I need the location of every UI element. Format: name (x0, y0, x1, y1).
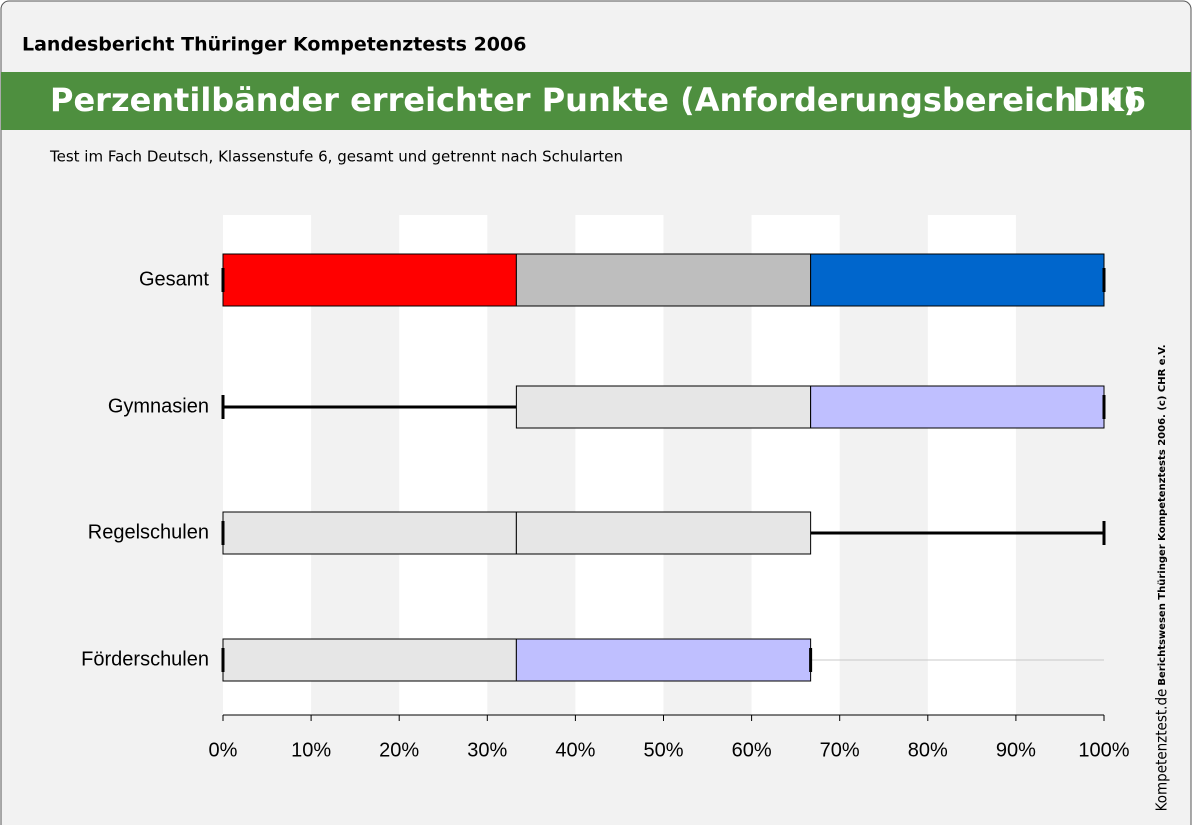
x-tick-label: 40% (555, 739, 595, 761)
band-segment (222, 511, 517, 555)
band-segment (810, 253, 1105, 307)
x-tick-label: 90% (996, 739, 1036, 761)
title-band (1, 72, 1191, 130)
band-segment (515, 511, 812, 555)
x-tick-label: 80% (908, 739, 948, 761)
band-segment (222, 638, 517, 682)
chart-title: Perzentilbänder erreichter Punkte (Anfor… (50, 81, 1138, 119)
subtitle: Test im Fach Deutsch, Klassenstufe 6, ge… (49, 148, 623, 166)
header: Landesbericht Thüringer Kompetenztests 2… (22, 34, 526, 56)
band-segment (810, 385, 1105, 429)
y-tick-label: Gymnasien (108, 395, 209, 417)
x-tick-label: 0% (209, 739, 238, 761)
x-tick-label: 50% (643, 739, 683, 761)
y-tick-label: Regelschulen (88, 521, 209, 543)
band-segment (515, 253, 812, 307)
x-tick-label: 10% (291, 739, 331, 761)
x-tick-label: 30% (467, 739, 507, 761)
x-tick-label: 20% (379, 739, 419, 761)
y-tick-label: Gesamt (139, 268, 209, 290)
logo: Kompetenztest.de (1153, 689, 1171, 812)
band-segment (515, 638, 812, 682)
band-segment (222, 253, 517, 307)
chart-code: DK6 (1072, 81, 1146, 119)
x-tick-label: 100% (1078, 739, 1129, 761)
x-tick-label: 70% (820, 739, 860, 761)
side-note: Berichtswesen Thüringer Kompetenztests 2… (1157, 344, 1168, 685)
x-tick-label: 60% (732, 739, 772, 761)
y-tick-label: Förderschulen (81, 648, 209, 670)
band-segment (515, 385, 812, 429)
